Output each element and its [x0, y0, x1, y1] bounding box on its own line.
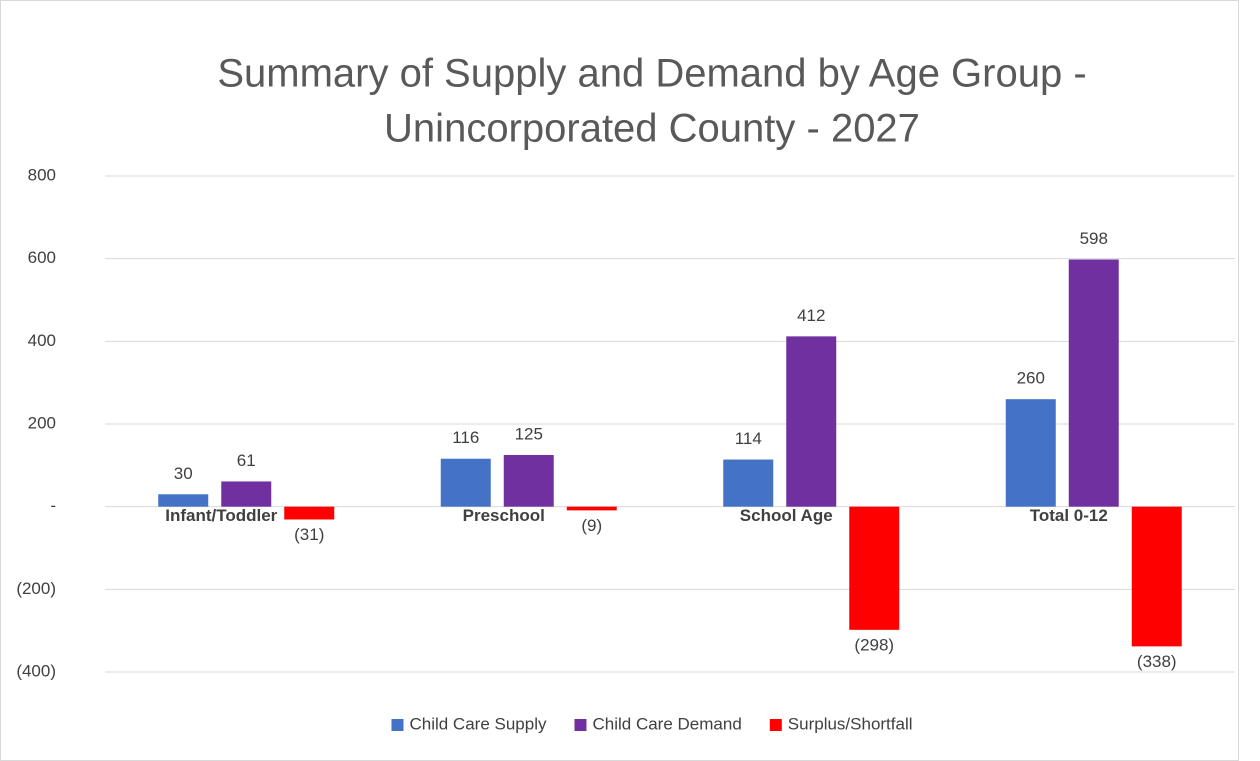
bar — [1068, 259, 1119, 507]
x-tick-label: Preschool — [463, 506, 545, 525]
y-tick-label: - — [50, 496, 56, 515]
bar — [849, 506, 900, 630]
bar — [786, 336, 837, 507]
data-label: 598 — [1080, 229, 1108, 248]
y-tick-label: 600 — [28, 248, 56, 267]
data-label: 116 — [452, 428, 479, 447]
bar — [566, 506, 617, 511]
bar — [1005, 399, 1056, 507]
data-label: 114 — [735, 429, 762, 448]
legend-swatch — [574, 719, 587, 731]
data-label: 61 — [237, 451, 256, 470]
data-label: 125 — [515, 424, 543, 443]
data-label: 30 — [174, 464, 193, 483]
chart-title: Summary of Supply and Demand by Age Grou… — [217, 52, 1086, 96]
bar — [1131, 506, 1182, 647]
bar — [503, 455, 554, 507]
chart-title: Unincorporated County - 2027 — [384, 107, 920, 151]
data-label: (9) — [581, 516, 602, 535]
y-tick-label: (200) — [16, 579, 56, 598]
x-tick-label: Infant/Toddler — [165, 506, 277, 525]
y-tick-label: 200 — [28, 413, 56, 432]
data-label: 260 — [1017, 369, 1045, 388]
bar — [284, 506, 335, 520]
legend-label: Child Care Supply — [409, 714, 547, 733]
data-label: 412 — [797, 306, 825, 325]
y-tick-label: 400 — [28, 331, 56, 350]
bar — [440, 458, 491, 507]
legend-swatch — [391, 719, 404, 731]
legend-label: Surplus/Shortfall — [788, 714, 913, 733]
data-label: (298) — [854, 635, 894, 654]
data-label: (31) — [294, 525, 324, 544]
legend-label: Child Care Demand — [592, 714, 741, 733]
bar — [221, 481, 272, 507]
data-label: (338) — [1137, 652, 1177, 671]
x-tick-label: Total 0-12 — [1030, 506, 1108, 525]
x-tick-label: School Age — [740, 506, 833, 525]
y-tick-label: (400) — [16, 661, 56, 680]
y-tick-label: 800 — [28, 165, 56, 184]
bar — [723, 459, 774, 507]
legend-swatch — [769, 719, 782, 731]
bar — [158, 494, 209, 507]
